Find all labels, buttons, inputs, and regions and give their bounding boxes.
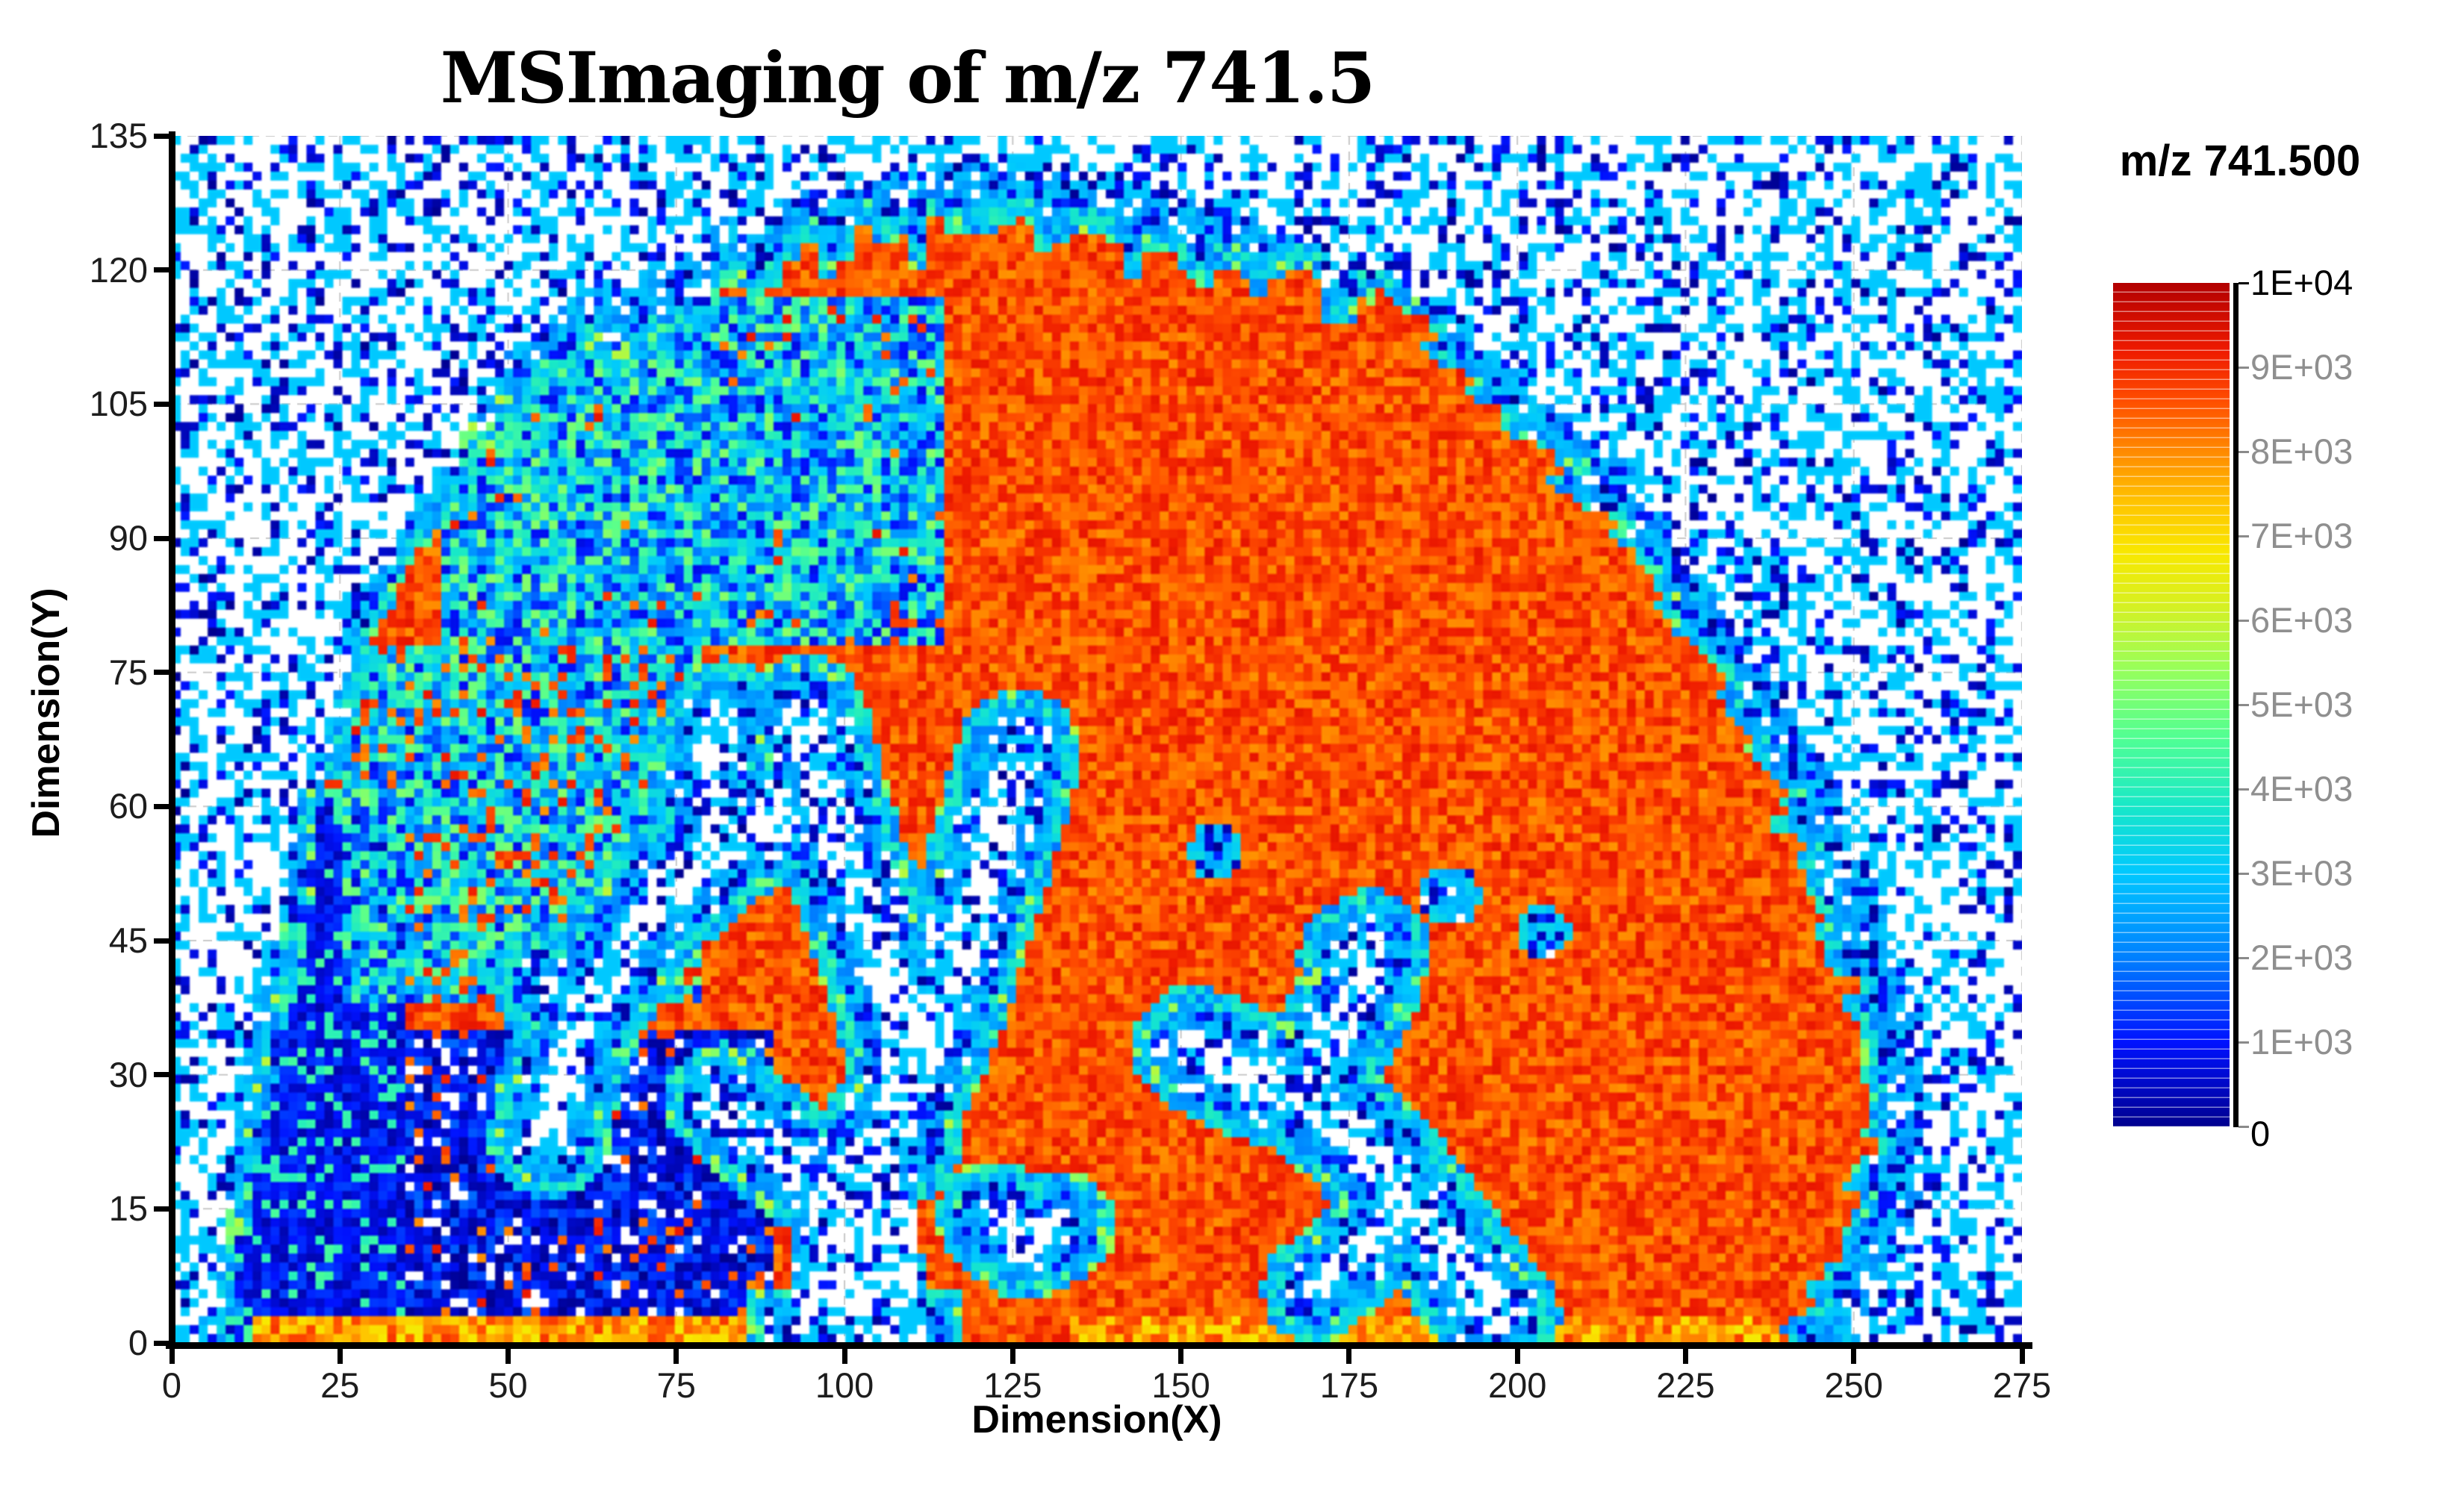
y-tick-mark bbox=[154, 1206, 170, 1212]
colorbar-tick-mark bbox=[2239, 1041, 2249, 1044]
y-axis-line bbox=[169, 131, 175, 1349]
x-tick-label: 100 bbox=[815, 1365, 874, 1405]
colorbar-tick-mark bbox=[2239, 703, 2249, 706]
colorbar-tick-mark bbox=[2239, 788, 2249, 791]
colorbar-tick-mark bbox=[2239, 956, 2249, 959]
y-tick-label: 0 bbox=[128, 1323, 148, 1362]
x-axis-title: Dimension(X) bbox=[971, 1398, 1222, 1441]
colorbar-tick-label: 9E+03 bbox=[2250, 347, 2353, 387]
y-tick-mark bbox=[154, 1340, 170, 1346]
y-tick-mark bbox=[154, 670, 170, 676]
colorbar-tick-mark bbox=[2239, 619, 2249, 622]
x-tick-mark bbox=[1009, 1349, 1015, 1364]
y-tick-mark bbox=[154, 803, 170, 809]
x-tick-label: 250 bbox=[1824, 1365, 1883, 1405]
colorbar-tick-mark bbox=[2239, 1125, 2249, 1128]
colorbar-tick-label: 8E+03 bbox=[2250, 431, 2353, 471]
chart-title: MSImaging of m/z 741.5 bbox=[440, 37, 1376, 119]
colorbar-tick-mark bbox=[2239, 450, 2249, 453]
x-tick-label: 0 bbox=[161, 1365, 182, 1405]
colorbar-title: m/z 741.500 bbox=[2119, 137, 2361, 185]
colorbar-tick-mark bbox=[2239, 366, 2249, 369]
colorbar-tick-label: 6E+03 bbox=[2250, 600, 2353, 640]
heatmap-canvas bbox=[172, 136, 2022, 1343]
y-tick-label: 30 bbox=[108, 1054, 148, 1094]
y-tick-mark bbox=[154, 133, 170, 139]
colorbar-tick-mark bbox=[2239, 534, 2249, 537]
x-tick-mark bbox=[673, 1349, 679, 1364]
x-axis-line bbox=[166, 1342, 2032, 1349]
y-tick-label: 120 bbox=[89, 249, 148, 290]
x-tick-mark bbox=[1178, 1349, 1184, 1364]
y-tick-label: 135 bbox=[89, 116, 148, 155]
y-tick-mark bbox=[154, 267, 170, 273]
y-tick-label: 45 bbox=[108, 920, 148, 960]
y-tick-label: 15 bbox=[108, 1188, 148, 1229]
x-tick-label: 275 bbox=[1992, 1365, 2052, 1405]
y-tick-label: 105 bbox=[89, 384, 148, 424]
x-tick-label: 50 bbox=[488, 1365, 528, 1405]
x-tick-mark bbox=[2019, 1349, 2025, 1364]
x-tick-mark bbox=[1514, 1349, 1520, 1364]
y-tick-mark bbox=[154, 1072, 170, 1078]
x-tick-label: 150 bbox=[1151, 1365, 1210, 1405]
y-tick-label: 75 bbox=[108, 652, 148, 692]
x-tick-mark bbox=[505, 1349, 511, 1364]
x-tick-label: 125 bbox=[983, 1365, 1042, 1405]
y-tick-label: 90 bbox=[108, 518, 148, 558]
x-tick-mark bbox=[169, 1349, 175, 1364]
x-tick-label: 25 bbox=[320, 1365, 360, 1405]
colorbar-tick-label: 7E+03 bbox=[2250, 516, 2353, 555]
x-tick-mark bbox=[1682, 1349, 1688, 1364]
colorbar-tick-label: 0 bbox=[2250, 1114, 2271, 1153]
colorbar-tick-label: 5E+03 bbox=[2250, 685, 2353, 724]
colorbar-tick-mark bbox=[2239, 281, 2249, 284]
x-tick-label: 200 bbox=[1487, 1365, 1547, 1405]
x-tick-mark bbox=[1851, 1349, 1857, 1364]
y-tick-mark bbox=[154, 535, 170, 541]
x-tick-label: 225 bbox=[1656, 1365, 1715, 1405]
colorbar-tick-label: 4E+03 bbox=[2250, 769, 2353, 808]
x-tick-label: 175 bbox=[1319, 1365, 1379, 1405]
y-tick-mark bbox=[154, 401, 170, 407]
colorbar-axis-line bbox=[2233, 283, 2239, 1127]
x-tick-mark bbox=[1346, 1349, 1352, 1364]
y-tick-label: 60 bbox=[108, 786, 148, 826]
x-tick-label: 75 bbox=[656, 1365, 696, 1405]
x-tick-mark bbox=[337, 1349, 343, 1364]
colorbar-tick-label: 1E+03 bbox=[2250, 1022, 2353, 1062]
colorbar-tick-label: 3E+03 bbox=[2250, 853, 2353, 893]
x-tick-mark bbox=[841, 1349, 847, 1364]
y-tick-mark bbox=[154, 938, 170, 944]
colorbar-stripes bbox=[2113, 283, 2230, 1126]
colorbar-tick-label: 1E+04 bbox=[2250, 263, 2353, 302]
colorbar-tick-mark bbox=[2239, 872, 2249, 875]
colorbar-tick-label: 2E+03 bbox=[2250, 938, 2353, 977]
